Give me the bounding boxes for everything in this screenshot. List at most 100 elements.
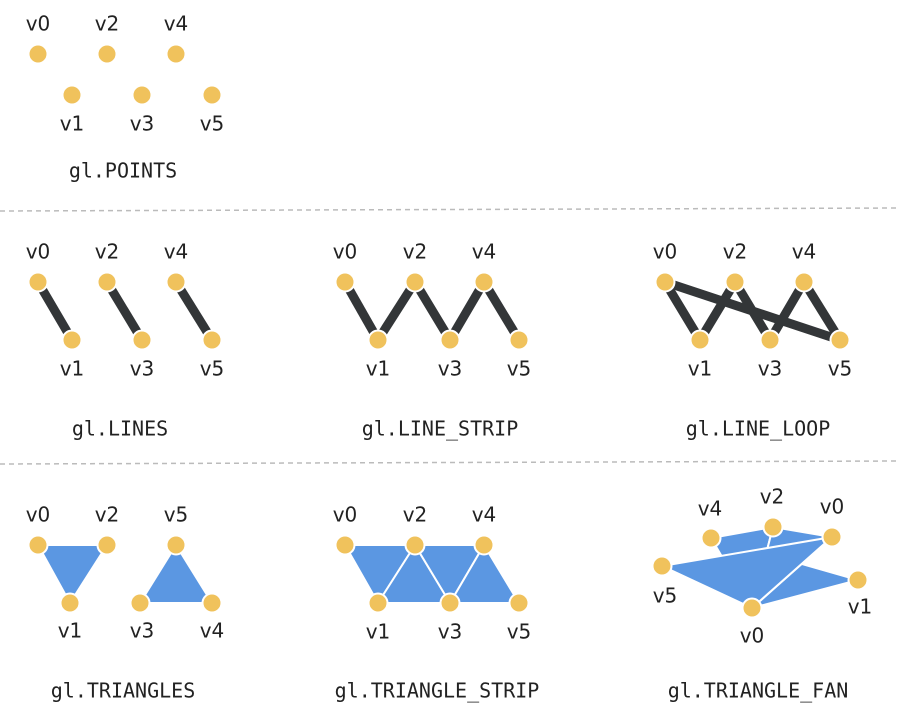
- vertex-label: v2: [95, 240, 120, 264]
- vertex-label: v5: [200, 357, 225, 381]
- vertex-label: v5: [507, 620, 532, 644]
- vertex-label: v5: [507, 357, 532, 381]
- vertex: [508, 592, 530, 614]
- vertex-label: v3: [130, 357, 155, 381]
- caption: gl.TRIANGLE_STRIP: [335, 679, 540, 703]
- edge: [446, 279, 488, 343]
- vertex: [334, 271, 356, 293]
- vertex-label: v1: [366, 620, 391, 644]
- vertex: [334, 534, 356, 556]
- vertex: [439, 592, 461, 614]
- triangle: [37, 544, 108, 604]
- caption: gl.LINE_LOOP: [686, 417, 831, 441]
- vertex: [724, 271, 746, 293]
- caption: gl.TRIANGLES: [51, 679, 196, 703]
- triangle: [661, 536, 833, 609]
- vertex-label: v1: [688, 357, 713, 381]
- vertex: [473, 534, 495, 556]
- vertex-label: v0: [740, 624, 765, 648]
- vertex: [96, 534, 118, 556]
- vertex-label: v2: [95, 503, 120, 527]
- edge: [480, 279, 523, 343]
- vertex-label: v0: [820, 495, 845, 519]
- vertex: [689, 329, 711, 351]
- edge: [374, 279, 419, 343]
- vertex: [59, 592, 81, 614]
- edge: [411, 279, 454, 343]
- vertex: [404, 534, 426, 556]
- caption: gl.TRIANGLE_FAN: [668, 679, 849, 703]
- vertex-label: v1: [60, 112, 85, 136]
- vertex-label: v4: [472, 240, 497, 264]
- edge: [172, 279, 216, 343]
- vertex: [61, 329, 83, 351]
- vertex-label: v4: [164, 12, 189, 36]
- vertex-label: v5: [828, 357, 853, 381]
- vertex-label: v3: [130, 112, 155, 136]
- caption: gl.LINE_STRIP: [362, 417, 519, 441]
- vertex: [96, 43, 118, 65]
- vertex-label: v5: [653, 584, 678, 608]
- edge: [661, 279, 704, 343]
- vertex: [201, 592, 223, 614]
- vertex: [201, 84, 223, 106]
- vertex-label: v0: [333, 503, 358, 527]
- vertex: [165, 43, 187, 65]
- vertex: [201, 329, 223, 351]
- vertex: [367, 329, 389, 351]
- vertex: [847, 569, 869, 591]
- vertex: [508, 329, 530, 351]
- vertex-label: v4: [200, 619, 225, 643]
- vertex: [129, 592, 151, 614]
- vertex: [165, 534, 187, 556]
- vertex-label: v0: [653, 240, 678, 264]
- vertex-label: v1: [848, 595, 873, 619]
- vertex-label: v0: [26, 240, 51, 264]
- edge: [34, 279, 76, 343]
- vertex: [131, 329, 153, 351]
- vertex-label: v3: [438, 620, 463, 644]
- divider: [0, 460, 900, 465]
- vertex-label: v5: [200, 112, 225, 136]
- vertex-label: v2: [95, 12, 120, 36]
- vertex-label: v0: [26, 12, 51, 36]
- vertex-label: v0: [333, 240, 358, 264]
- triangle: [139, 544, 213, 604]
- vertex-label: v3: [438, 357, 463, 381]
- triangle: [449, 544, 520, 604]
- vertex-label: v4: [472, 503, 497, 527]
- vertex: [61, 84, 83, 106]
- vertex: [27, 43, 49, 65]
- vertex: [762, 516, 784, 538]
- vertex: [439, 329, 461, 351]
- vertex: [131, 84, 153, 106]
- vertex: [793, 271, 815, 293]
- vertex-label: v2: [760, 485, 785, 509]
- vertex: [821, 526, 843, 548]
- vertex: [741, 597, 763, 619]
- vertex: [759, 329, 781, 351]
- vertex: [654, 271, 676, 293]
- vertex: [473, 271, 495, 293]
- edge: [341, 279, 382, 343]
- vertex-label: v2: [723, 240, 748, 264]
- vertex-label: v4: [164, 240, 189, 264]
- vertex-label: v3: [758, 357, 783, 381]
- vertex-label: v2: [403, 240, 428, 264]
- vertex: [651, 555, 673, 577]
- vertex: [404, 271, 426, 293]
- edge: [800, 279, 844, 343]
- vertex-label: v2: [403, 503, 428, 527]
- edge: [696, 279, 739, 343]
- vertex-label: v1: [60, 357, 85, 381]
- edge: [663, 277, 842, 345]
- caption: gl.LINES: [72, 417, 168, 441]
- vertex-label: v1: [58, 619, 83, 643]
- edge: [766, 279, 808, 343]
- vertex: [27, 534, 49, 556]
- vertex-label: v1: [366, 357, 391, 381]
- vertex: [829, 329, 851, 351]
- vertex: [700, 527, 722, 549]
- vertex: [165, 271, 187, 293]
